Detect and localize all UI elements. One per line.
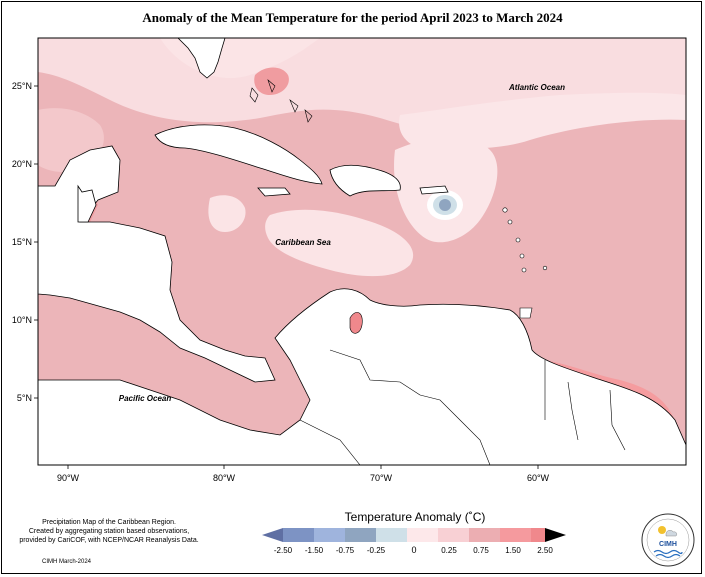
legend-swatch-low-arrow: [262, 528, 283, 542]
cimh-logo: CIMH: [641, 513, 695, 567]
legend-tick: 2.50: [537, 546, 553, 555]
island-1: [502, 207, 508, 213]
sun-icon: [658, 526, 666, 534]
anomaly-hotspot-bahamas: [254, 67, 289, 95]
credit-date: CIMH March-2024: [42, 559, 92, 565]
legend-title: Temperature Anomaly (˚C): [344, 510, 486, 524]
lon-label: 90°W: [57, 473, 80, 483]
island-trinidad: [519, 307, 533, 319]
island-4: [519, 253, 525, 259]
credit-line: provided by CariCOF, with NCEP/NCAR Rean…: [19, 537, 199, 544]
lon-label: 80°W: [213, 473, 236, 483]
legend-colorbar: [262, 528, 566, 542]
anomaly-zone-light-atlantic: [399, 92, 686, 151]
land-jamaica: [257, 187, 291, 197]
cloud-icon: [665, 530, 677, 537]
legend-swatch: [438, 528, 469, 542]
logo-text: CIMH: [659, 541, 677, 548]
legend-tick: -0.25: [367, 546, 386, 555]
credit-line: Precipitation Map of the Caribbean Regio…: [42, 519, 176, 526]
legend-tick: -2.50: [274, 546, 293, 555]
island-3: [515, 237, 521, 243]
island-bahamas-3: [289, 99, 299, 113]
anomaly-zone-light-west: [208, 195, 246, 232]
border-6: [299, 419, 361, 465]
legend-tick: -0.75: [336, 546, 355, 555]
legend-swatch: [407, 528, 438, 542]
legend-tick: -1.50: [305, 546, 324, 555]
lat-label: 20°N: [12, 159, 32, 169]
legend-swatch: [531, 528, 545, 542]
anomaly-cool-core: [439, 199, 451, 211]
island-bahamas-2: [267, 79, 276, 93]
island-bahamas-1: [249, 87, 259, 103]
legend-tick: 0: [411, 545, 416, 555]
legend-swatch: [500, 528, 531, 542]
lat-label: 10°N: [12, 315, 32, 325]
border-4: [609, 389, 626, 451]
island-2: [507, 219, 513, 225]
land-yucatan: [77, 184, 97, 223]
island-bahamas-4: [304, 109, 313, 123]
land-puerto-rico: [419, 185, 449, 195]
ocean-label-pacific: Pacific Ocean: [119, 394, 172, 403]
island-5: [521, 267, 527, 273]
border-1: [329, 349, 421, 396]
legend-swatch: [345, 528, 376, 542]
legend-tick: 0.25: [441, 546, 457, 555]
lat-label: 25°N: [12, 81, 32, 91]
legend-swatch-high-arrow: [545, 528, 566, 542]
lake-maracaibo: [349, 312, 363, 334]
ocean-label-atlantic: Atlantic Ocean: [508, 83, 565, 92]
page-title: Anomaly of the Mean Temperature for the …: [142, 10, 563, 25]
land-florida: [177, 38, 226, 79]
land-cuba: [154, 124, 323, 185]
legend-tick: 1.50: [505, 546, 521, 555]
anomaly-zone-light-central: [265, 209, 414, 277]
legend-tick: 0.75: [473, 546, 489, 555]
border-2: [419, 394, 491, 465]
legend-swatch: [469, 528, 500, 542]
map-border: [37, 37, 687, 466]
credit-line: Created by aggregating station based obs…: [28, 528, 190, 535]
legend-swatch: [376, 528, 407, 542]
island-6: [542, 265, 548, 271]
land-central-america: [38, 145, 276, 383]
lat-label: 5°N: [17, 393, 32, 403]
lon-label: 60°W: [527, 473, 550, 483]
wave-icon: [653, 549, 683, 555]
border-3: [567, 381, 579, 441]
land-hispaniola: [329, 164, 401, 197]
legend-swatch: [283, 528, 314, 542]
land-south-america: [38, 288, 686, 465]
lat-label: 15°N: [12, 237, 32, 247]
legend-swatch: [314, 528, 345, 542]
ocean-label-caribbean: Caribbean Sea: [275, 238, 331, 247]
lon-label: 70°W: [370, 473, 393, 483]
credit-text: Precipitation Map of the Caribbean Regio…: [14, 518, 204, 545]
